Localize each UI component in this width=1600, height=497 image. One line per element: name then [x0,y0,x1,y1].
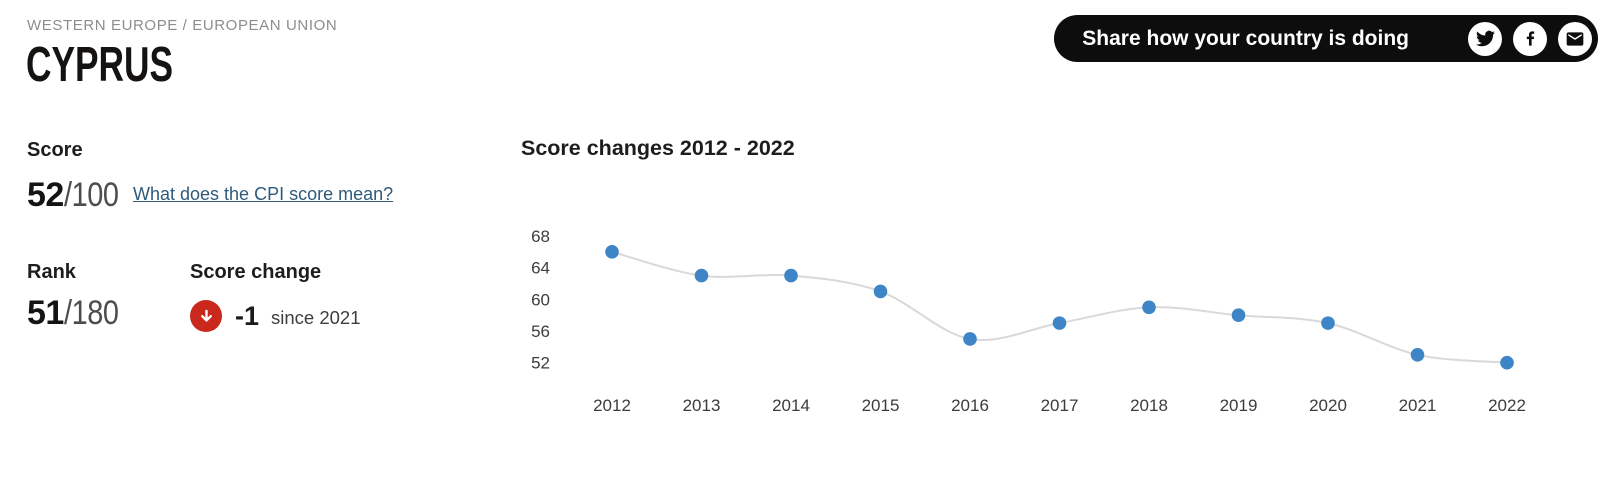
score-change-heading: Score change [190,261,322,283]
data-point-2018[interactable] [1142,300,1156,315]
score-change-row: -1 since 2021 [190,299,361,333]
data-point-2022[interactable] [1500,355,1514,370]
x-axis-label: 2020 [1309,396,1347,415]
chart-title: Score changes 2012 - 2022 [521,136,795,160]
data-point-2019[interactable] [1231,308,1246,322]
twitter-icon [1475,30,1495,47]
rank-heading: Rank [27,261,76,283]
email-icon [1566,31,1584,46]
score-number: 52 [27,176,64,214]
trend-line [611,250,1508,364]
share-button[interactable]: Share how your country is doing [1054,15,1598,62]
x-axis-label: 2019 [1220,396,1258,415]
rank-denominator: /180 [63,294,119,332]
breadcrumb[interactable]: WESTERN EUROPE / EUROPEAN UNION [27,17,338,34]
y-axis-tick-label: 52 [531,354,550,373]
data-point-2016[interactable] [963,332,977,346]
y-axis-tick-label: 68 [531,227,550,246]
facebook-icon [1526,31,1534,46]
x-axis-label: 2021 [1399,396,1437,415]
score-denominator: /100 [63,176,119,214]
data-point-2013[interactable] [694,268,709,283]
data-point-2014[interactable] [784,268,798,283]
data-point-2020[interactable] [1321,316,1335,330]
score-heading: Score [27,139,83,161]
share-facebook-button[interactable] [1513,21,1547,56]
score-change-delta: -1 [235,300,260,331]
x-axis-label: 2012 [593,396,631,415]
x-axis-label: 2016 [951,396,989,415]
share-label: Share how your country is doing [1082,26,1409,50]
x-axis-label: 2017 [1041,396,1079,415]
score-line-chart: 68 64 60 56 52 2012 2013 2014 2015 2016 2017 2018 20… [531,227,1526,415]
y-axis-tick-label: 60 [531,290,550,309]
cpi-score-link[interactable]: What does the CPI score mean? [133,184,394,204]
score-change-badge [190,300,222,332]
arrow-down-icon [200,309,212,322]
x-axis-label: 2014 [772,396,810,415]
rank-value: 51/180 [27,296,128,330]
score-value: 52/100 [27,178,128,212]
y-axis-tick-label: 56 [531,322,550,341]
page-title: CYPRUS [26,38,174,92]
data-point-2021[interactable] [1410,348,1425,362]
data-point-2012[interactable] [605,245,619,259]
share-twitter-button[interactable] [1468,21,1502,56]
score-change-caption: since 2021 [271,306,361,328]
x-axis-label: 2015 [862,396,900,415]
x-axis-label: 2022 [1488,396,1526,415]
data-point-2017[interactable] [1052,316,1067,330]
y-axis-tick-label: 64 [531,259,550,278]
rank-number: 51 [27,294,64,332]
x-axis-label: 2018 [1130,396,1168,415]
data-point-2015[interactable] [873,284,888,299]
x-axis-label: 2013 [683,396,721,415]
share-email-button[interactable] [1558,21,1592,56]
